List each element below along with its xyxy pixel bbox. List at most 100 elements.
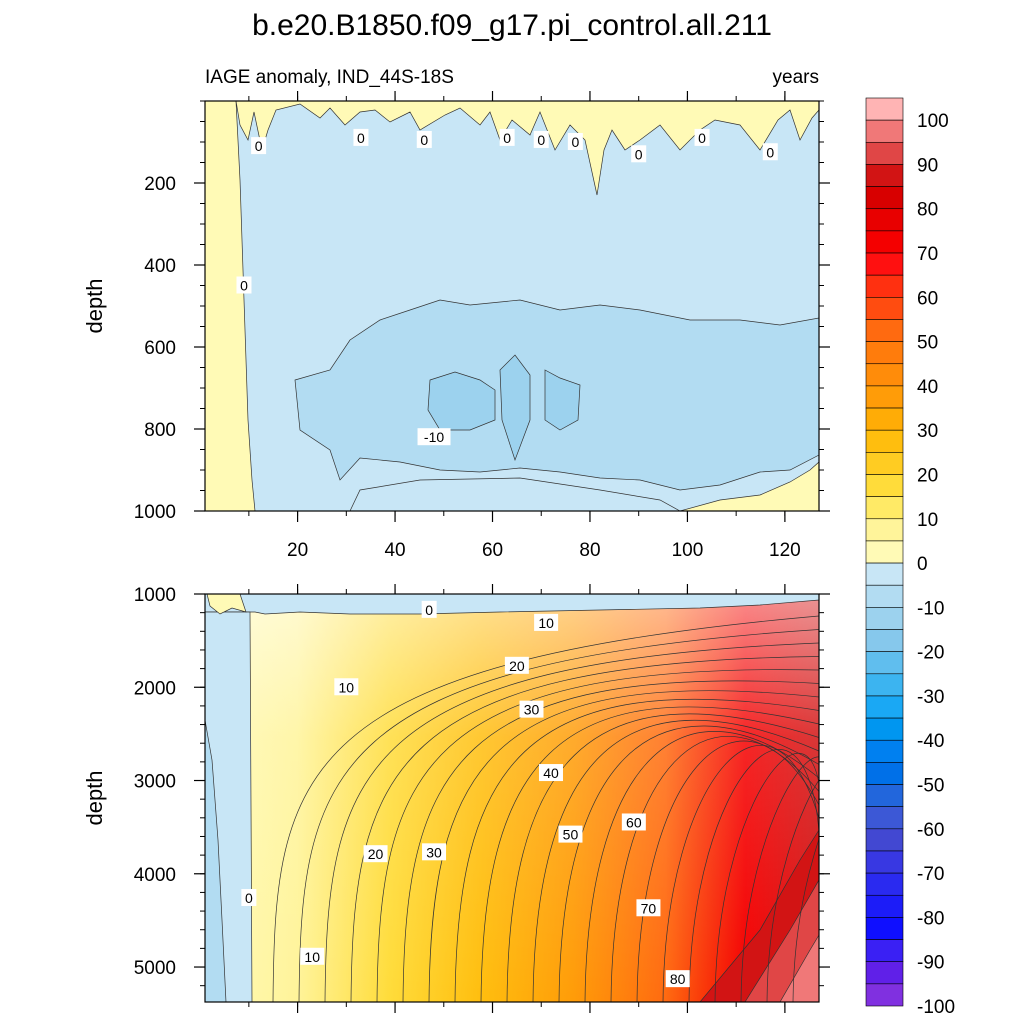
contour-label-text: 70 — [641, 900, 657, 916]
colorbar-box — [865, 208, 904, 232]
contour-label: 40 — [538, 764, 563, 782]
upper-positive-surface-patches — [235, 101, 819, 196]
contour-label: 30 — [519, 700, 544, 718]
colorbar-box — [865, 562, 904, 586]
contour-label-bg — [694, 128, 710, 146]
contour-label-text: 60 — [626, 814, 642, 830]
colorbar-label: 40 — [917, 377, 938, 398]
colorbar-label: 90 — [917, 155, 938, 176]
colorbar-box — [865, 141, 904, 165]
upper-positive-left-band — [205, 101, 256, 511]
colorbar-boxes — [865, 97, 904, 1007]
contour-label: 10 — [334, 678, 359, 696]
upper-panel: 20 40 60 80 100 120 200 400 600 800 1000 depth — [82, 91, 830, 561]
contour-label-bg — [665, 970, 690, 988]
colorbar-box — [865, 651, 904, 675]
contour-label-text: 0 — [698, 130, 706, 146]
lower-y-tick-label: 3000 — [134, 772, 176, 793]
colorbar-box — [865, 496, 904, 520]
contour-label: 0 — [241, 889, 257, 907]
upper-deep-bottom-band — [349, 477, 681, 511]
colorbar-box — [865, 363, 904, 387]
colorbar-box — [865, 186, 904, 210]
contour-label-bg — [422, 843, 447, 861]
upper-y-tick-label: 400 — [144, 256, 176, 277]
colorbar-box — [865, 894, 904, 918]
contour-label: 20 — [504, 656, 529, 674]
upper-x-tick-label: 120 — [769, 540, 801, 561]
lower-contour-line — [324, 642, 819, 1002]
upper-y-tick-label: 200 — [144, 174, 176, 195]
contour-label: -10 — [417, 428, 451, 446]
lower-contour-line — [792, 838, 819, 1002]
contour-label-text: 30 — [426, 844, 442, 860]
contour-label: 0 — [353, 128, 369, 146]
contour-label-text: 0 — [503, 130, 511, 146]
colorbar-box — [865, 629, 904, 652]
lower-y-tick-label: 5000 — [134, 958, 176, 979]
colorbar-box — [865, 739, 904, 763]
colorbar-box — [865, 961, 904, 985]
colorbar-box — [865, 584, 904, 608]
colorbar-box — [865, 917, 904, 940]
contour-label: 0 — [694, 128, 710, 146]
colorbar-label: 50 — [917, 333, 938, 354]
colorbar-box — [865, 872, 904, 896]
contour-label-text: 0 — [571, 134, 579, 150]
colorbar-label: -80 — [917, 908, 944, 929]
lower-y-tick-label: 2000 — [134, 678, 176, 699]
colorbar-label: 10 — [917, 510, 938, 531]
upper-x-tick-label: 60 — [482, 540, 503, 561]
colorbar-label: -40 — [917, 731, 944, 752]
contour-label-text: 0 — [255, 138, 263, 154]
lower-pink-corner-inner — [779, 934, 819, 1002]
upper-x-tick-label: 20 — [287, 540, 308, 561]
contour-label-text: 0 — [425, 602, 433, 618]
upper-deep-negative-patch-2 — [499, 354, 531, 462]
lower-positive-blob — [206, 594, 247, 615]
colorbar-label: -30 — [917, 687, 944, 708]
lower-contour-line — [480, 706, 819, 1002]
upper-axis-ticks: 20 40 60 80 100 120 200 400 600 800 1000 — [134, 91, 830, 561]
contour-label: 0 — [499, 128, 515, 146]
contour-label-text: 0 — [635, 146, 643, 162]
contour-label-text: 0 — [537, 132, 545, 148]
lower-plot-frame — [204, 593, 820, 1003]
lower-contour-line — [506, 713, 819, 1002]
colorbar-labels: 1009080706050403020100-10-20-30-40-50-60… — [917, 111, 955, 1018]
lower-contour-line — [766, 779, 819, 1002]
contour-label-bg — [533, 130, 549, 148]
colorbar-box — [865, 230, 904, 254]
contour-label: 0 — [762, 143, 778, 161]
colorbar-label: 0 — [917, 554, 928, 575]
colorbar-box — [865, 983, 904, 1007]
colorbar-label: 70 — [917, 244, 938, 265]
contour-label-text: 30 — [524, 702, 540, 718]
contour-label-text: 80 — [670, 971, 686, 987]
contour-label-text: 0 — [420, 132, 428, 148]
colorbar-label: -50 — [917, 776, 944, 797]
upper-y-tick-label: 1000 — [134, 502, 176, 523]
contour-label-bg — [567, 133, 583, 150]
lower-field-shade — [205, 594, 819, 1002]
colorbar-label: -70 — [917, 864, 944, 885]
lower-negative-top-strip — [205, 594, 819, 615]
colorbar-box — [865, 607, 904, 630]
contour-labels: 0 0 0 0 0 0 0 0 0 0 -10 0 10 20 30 10 40 50 60 20 30 0 70 10 80 — [236, 128, 778, 988]
upper-y-tick-label: 800 — [144, 420, 176, 441]
contour-label-bg — [353, 128, 369, 146]
colorbar-box — [865, 274, 904, 298]
contour-label-bg — [300, 947, 325, 965]
colorbar-box — [865, 341, 904, 365]
lower-contour-line — [454, 698, 819, 1002]
contour-label-bg — [421, 600, 437, 618]
colorbar-box — [865, 385, 904, 409]
lower-contour-line — [584, 731, 819, 1002]
upper-y-tick-label: 600 — [144, 338, 176, 359]
colorbar-box — [865, 762, 904, 785]
contour-label: 80 — [665, 970, 690, 988]
lower-contour-line — [376, 669, 819, 1002]
colorbar-box — [865, 429, 904, 453]
colorbar-label: 20 — [917, 465, 938, 486]
colorbar-label: 80 — [917, 200, 938, 221]
